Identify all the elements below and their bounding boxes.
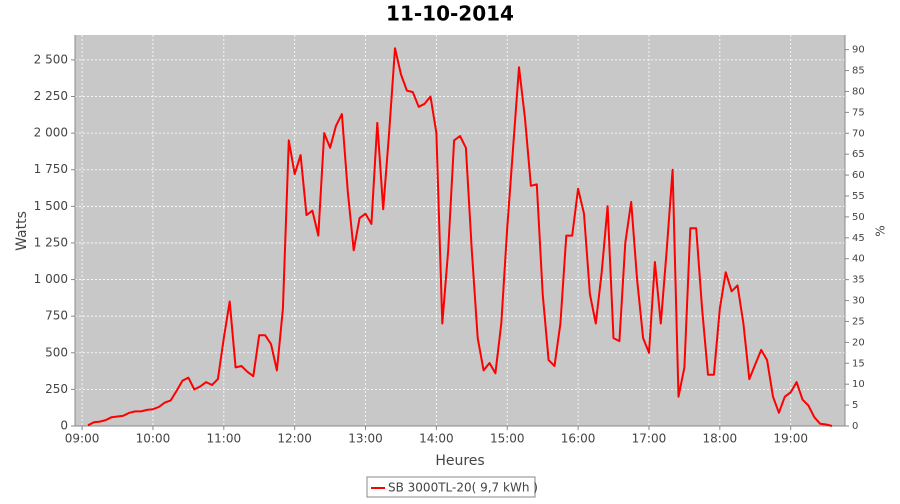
y-tick-label: 1 750 bbox=[34, 162, 68, 176]
x-tick-label: 11:00 bbox=[207, 432, 242, 446]
y-axis-label: Watts bbox=[14, 211, 30, 251]
x-tick-label: 12:00 bbox=[277, 432, 312, 446]
x-tick-label: 19:00 bbox=[773, 432, 808, 446]
y-tick-label: 1 500 bbox=[34, 199, 68, 213]
y-tick-label: 2 250 bbox=[34, 89, 68, 103]
plot-area bbox=[75, 35, 845, 426]
y2-tick-label: 90 bbox=[852, 45, 865, 56]
y2-tick-label: 40 bbox=[852, 254, 865, 265]
y2-tick-label: 30 bbox=[852, 296, 865, 307]
y2-tick-label: 85 bbox=[852, 66, 865, 77]
x-tick-label: 18:00 bbox=[703, 432, 738, 446]
x-axis-label: Heures bbox=[435, 453, 484, 469]
y2-tick-label: 25 bbox=[852, 316, 865, 327]
x-tick-label: 14:00 bbox=[419, 432, 454, 446]
chart-title: 11-10-2014 bbox=[386, 2, 514, 26]
y2-tick-label: 60 bbox=[852, 170, 865, 181]
y2-tick-label: 65 bbox=[852, 149, 865, 160]
legend bbox=[366, 476, 536, 498]
y2-tick-label: 70 bbox=[852, 128, 865, 139]
x-tick-label: 15:00 bbox=[490, 432, 525, 446]
y2-tick-label: 45 bbox=[852, 233, 865, 244]
y2-tick-label: 80 bbox=[852, 86, 865, 97]
y-tick-label: 2 000 bbox=[34, 126, 68, 140]
series-line bbox=[87, 47, 833, 427]
x-tick-label: 16:00 bbox=[561, 432, 596, 446]
y2-tick-label: 0 bbox=[852, 421, 858, 432]
y-tick-label: 1 250 bbox=[34, 235, 68, 249]
x-tick-label: 10:00 bbox=[136, 432, 171, 446]
y-tick-label: 250 bbox=[45, 382, 68, 396]
y2-tick-label: 50 bbox=[852, 212, 865, 223]
y2-tick-label: 35 bbox=[852, 275, 865, 286]
y-tick-label: 1 000 bbox=[34, 272, 68, 286]
legend-label: SB 3000TL-20( 9,7 kWh ) bbox=[388, 481, 538, 495]
x-tick-label: 17:00 bbox=[632, 432, 667, 446]
y-tick-label: 750 bbox=[45, 309, 68, 323]
y2-tick-label: 5 bbox=[852, 400, 858, 411]
y2-tick-label: 55 bbox=[852, 191, 865, 202]
y2-tick-label: 20 bbox=[852, 337, 865, 348]
y2-tick-label: 75 bbox=[852, 107, 865, 118]
x-tick-label: 09:00 bbox=[65, 432, 100, 446]
y2-tick-label: 15 bbox=[852, 358, 865, 369]
y2-tick-label: 10 bbox=[852, 379, 865, 390]
x-tick-label: 13:00 bbox=[348, 432, 383, 446]
y2-axis-label: % bbox=[874, 225, 888, 236]
y-tick-label: 500 bbox=[45, 345, 68, 359]
y-tick-label: 0 bbox=[60, 419, 68, 433]
y-tick-label: 2 500 bbox=[34, 52, 68, 66]
